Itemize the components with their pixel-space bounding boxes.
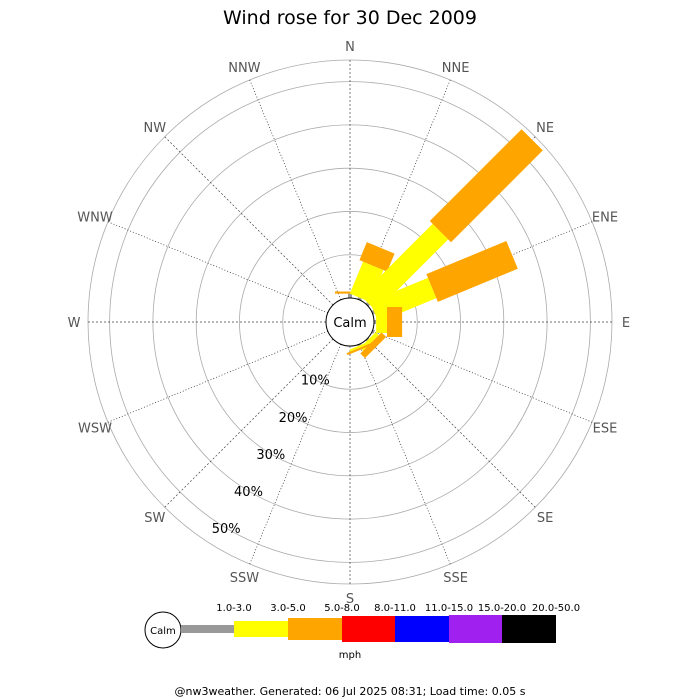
direction-label-ssw: SSW — [230, 571, 260, 586]
ring-label-40: 40% — [234, 485, 263, 500]
legend-label-1.0-3.0: 1.0-3.0 — [216, 603, 251, 614]
spoke-sse — [349, 321, 451, 565]
spoke-wnw — [107, 221, 351, 323]
direction-label-se: SE — [537, 511, 553, 526]
direction-label-nw: NW — [144, 121, 167, 136]
bar-ne-1.0-3.0 — [365, 302, 370, 307]
direction-label-ne: NE — [536, 121, 554, 136]
bar-e-3.0-5.0 — [376, 311, 387, 333]
spoke-ese — [349, 321, 593, 423]
spoke-ssw — [249, 321, 351, 565]
legend-swatch-15.0-20.0 — [449, 615, 502, 643]
legend-label-3.0-5.0: 3.0-5.0 — [270, 603, 305, 614]
direction-label-ene: ENE — [592, 210, 618, 225]
wind-bars — [335, 129, 543, 359]
calm-label: Calm — [333, 316, 366, 331]
direction-label-sw: SW — [144, 511, 165, 526]
legend-label-15.0-20.0: 15.0-20.0 — [478, 603, 526, 614]
direction-labels: N NNE NE ENE E ESE SE SSE S SSW SW WSW W WNW NW NNW — [68, 40, 631, 607]
bar-ne-5.0-8.0 — [429, 129, 543, 243]
direction-label-wsw: WSW — [78, 422, 112, 437]
bar-nne-1.0-3.0 — [357, 297, 362, 301]
speed-legend: Calm 1.0-3.0 3.0-5.0 5.0-8.0 8.0-11.0 11.0-15… — [144, 603, 580, 661]
ring-labels: 10% 20% 30% 40% 50% — [212, 374, 330, 537]
chart-title: Wind rose for 30 Dec 2009 — [223, 7, 477, 29]
bar-ese-1.0-3.0 — [371, 329, 375, 334]
spoke-sw — [164, 321, 351, 508]
ring-20 — [239, 211, 461, 433]
spoke-nw — [164, 136, 351, 323]
legend-label-20.0-50.0: 20.0-50.0 — [532, 603, 580, 614]
direction-label-w: W — [68, 316, 81, 331]
bar-se-5.0-8.0 — [360, 332, 387, 359]
calm-circle — [325, 297, 375, 347]
ring-label-30: 30% — [256, 448, 285, 463]
bar-ene-1.0-3.0 — [371, 310, 375, 315]
spoke-wsw — [107, 321, 351, 423]
direction-label-e: E — [622, 316, 630, 331]
legend-swatch-11.0-15.0 — [395, 616, 449, 642]
bar-ne-3.0-5.0 — [360, 223, 449, 312]
bar-e-5.0-8.0 — [386, 307, 403, 337]
legend-unit: mph — [339, 650, 361, 661]
footer-text: @nw3weather. Generated: 06 Jul 2025 08:3… — [175, 685, 526, 698]
legend-swatch-1.0-3.0 — [181, 625, 234, 633]
spoke-nnw — [249, 79, 351, 323]
legend-label-11.0-15.0: 11.0-15.0 — [425, 603, 473, 614]
bar-nne-5.0-8.0 — [359, 242, 395, 272]
legend-label-8.0-11.0: 8.0-11.0 — [374, 603, 416, 614]
direction-label-wnw: WNW — [77, 210, 113, 225]
bar-sse-3.0-5.0 — [349, 341, 371, 352]
spoke-se — [349, 321, 536, 508]
legend-swatch-5.0-8.0 — [288, 618, 342, 640]
legend-swatch-8.0-11.0 — [342, 616, 395, 642]
ring-label-10: 10% — [301, 374, 330, 389]
direction-label-s: S — [346, 592, 354, 607]
ring-10 — [282, 254, 418, 390]
direction-label-nnw: NNW — [228, 61, 260, 76]
legend-swatch-20.0-50.0 — [502, 615, 556, 643]
bar-sse-5.0-8.0 — [346, 341, 376, 356]
legend-label-5.0-8.0: 5.0-8.0 — [324, 603, 359, 614]
direction-label-nne: NNE — [442, 61, 470, 76]
legend-calm-label: Calm — [150, 626, 176, 637]
ring-label-20: 20% — [279, 411, 308, 426]
legend-swatch-3.0-5.0 — [234, 621, 288, 637]
direction-label-sse: SSE — [443, 571, 468, 586]
direction-label-ese: ESE — [593, 422, 618, 437]
bar-nne-3.0-5.0 — [349, 261, 384, 303]
bar-e-1.0-3.0 — [374, 320, 377, 324]
bar-se-1.0-3.0 — [365, 337, 370, 342]
bar-n-1.0-3.0 — [348, 293, 352, 298]
direction-label-n: N — [345, 40, 355, 55]
bar-ene-5.0-8.0 — [426, 240, 518, 302]
ring-label-50: 50% — [212, 522, 241, 537]
